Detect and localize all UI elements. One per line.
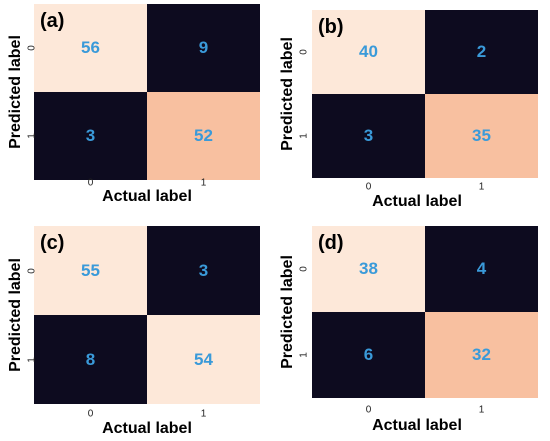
matrix-cell: [425, 94, 538, 178]
y-axis-label: Predicted label: [7, 258, 24, 372]
cell-value: 35: [472, 126, 491, 145]
x-tick-label: 0: [365, 404, 372, 416]
matrix-cell: [312, 10, 425, 94]
y-tick-label: 1: [26, 133, 38, 139]
y-tick-label: 0: [298, 266, 310, 272]
cell-value: 3: [85, 126, 96, 145]
panel-label: (b): [318, 16, 344, 38]
matrix-cell: [34, 4, 147, 92]
cell-value: 8: [85, 349, 96, 369]
y-tick-label: 0: [298, 49, 310, 55]
x-tick-label: 1: [478, 181, 485, 193]
x-axis-label: Actual label: [102, 188, 192, 205]
matrix-cell: [312, 94, 425, 178]
cell-value: 9: [198, 38, 209, 57]
panel-label: (a): [40, 10, 65, 32]
matrix-cell: [147, 226, 260, 315]
matrix-cell: [34, 226, 147, 315]
cell-value: 54: [194, 349, 213, 369]
matrix-cell: [312, 312, 425, 398]
matrix-cell: [34, 315, 147, 404]
matrix-cell: [147, 315, 260, 404]
x-tick-label: 1: [478, 404, 485, 416]
x-axis-label: Actual label: [372, 193, 462, 210]
x-axis-label: Actual label: [102, 420, 192, 437]
matrix-cell: [34, 92, 147, 180]
y-tick-label: 0: [26, 45, 38, 51]
y-axis-label: Predicted label: [7, 35, 24, 149]
matrix-cell: [425, 10, 538, 94]
matrix-cell: [425, 312, 538, 398]
x-tick-label: 0: [365, 181, 372, 193]
y-tick-label: 1: [298, 352, 310, 358]
x-tick-label: 1: [200, 177, 207, 189]
matrix-cell: [147, 4, 260, 92]
y-tick-label: 0: [26, 267, 38, 274]
panel-label: (d): [318, 232, 344, 254]
cell-value: 52: [194, 126, 213, 145]
cell-value: 4: [476, 259, 487, 278]
cell-value: 3: [198, 260, 209, 280]
matrix-cell: [312, 226, 425, 312]
y-tick-label: 1: [298, 133, 310, 139]
cell-value: 38: [359, 259, 378, 278]
cell-value: 32: [472, 345, 491, 364]
x-tick-label: 0: [87, 177, 94, 189]
y-tick-label: 1: [26, 356, 38, 363]
cell-value: 6: [363, 345, 374, 364]
matrix-cell: [147, 92, 260, 180]
y-axis-label: Predicted label: [279, 37, 296, 151]
x-tick-label: 0: [87, 408, 94, 420]
y-axis-label: Predicted label: [279, 255, 296, 369]
matrix-cell: [425, 226, 538, 312]
x-axis-label: Actual label: [372, 417, 462, 434]
panel-label: (c): [40, 232, 65, 254]
cell-value: 3: [363, 126, 374, 145]
cell-value: 2: [476, 42, 487, 61]
x-tick-label: 1: [200, 408, 207, 420]
cell-value: 55: [81, 260, 100, 280]
cell-value: 56: [81, 38, 100, 57]
cell-value: 40: [359, 42, 378, 61]
